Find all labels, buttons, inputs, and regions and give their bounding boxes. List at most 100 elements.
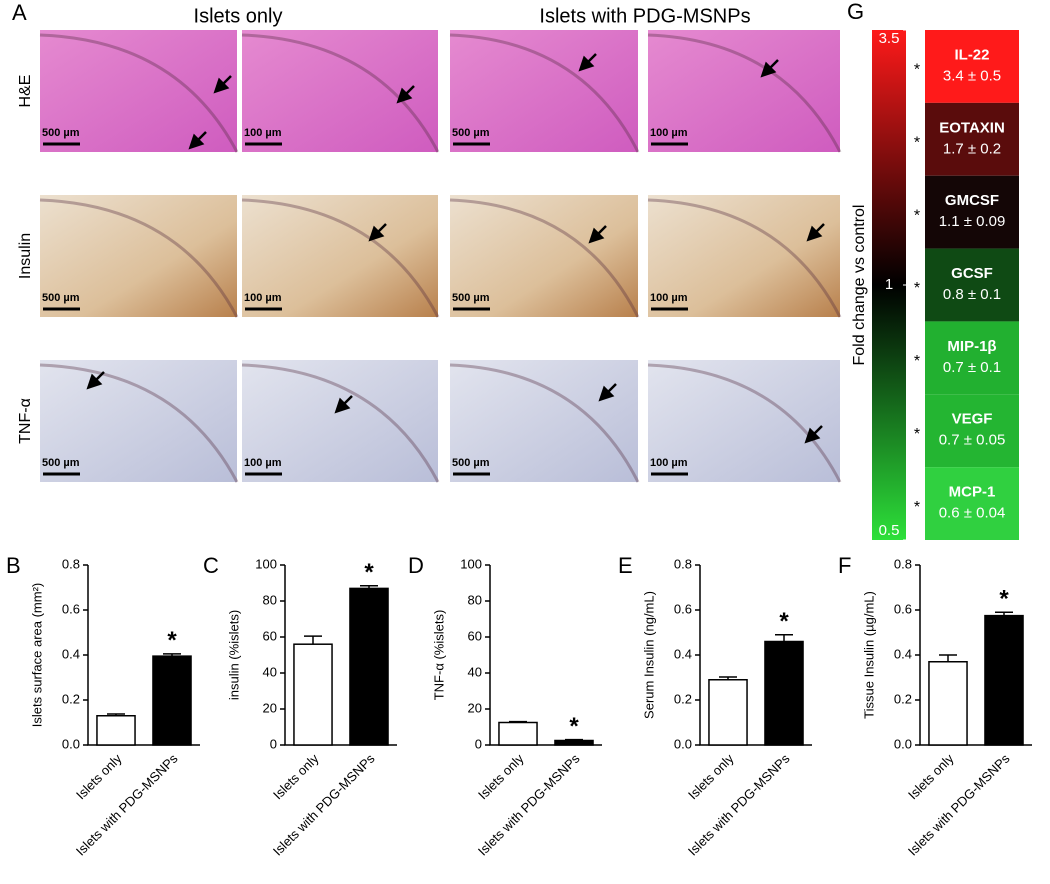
cell-value: 0.7 ± 0.1 <box>943 359 1001 376</box>
y-axis-label: Islets surface area (mm²) <box>29 583 44 727</box>
y-tick-label: 0.6 <box>674 601 692 616</box>
significance: * <box>779 608 789 635</box>
y-axis-label: Tissue Insulin (µg/mL) <box>861 591 876 719</box>
colorbar-tick-label: 3.5 <box>879 30 900 47</box>
y-axis-label: insulin (%islets) <box>226 610 241 700</box>
scale-bar-label: 100 µm <box>650 292 688 304</box>
y-tick-label: 0.2 <box>894 691 912 706</box>
scale-bar-label: 100 µm <box>650 457 688 469</box>
scale-bar-label: 500 µm <box>42 457 80 469</box>
cell-value: 0.7 ± 0.05 <box>939 432 1006 449</box>
axis-line <box>489 565 602 746</box>
tissue-edge <box>241 363 440 483</box>
scale-bar-label: 100 µm <box>244 127 282 139</box>
y-tick-label: 0.2 <box>674 691 692 706</box>
heatmap-cell <box>925 321 1019 395</box>
bar <box>293 643 333 746</box>
scale-bar-label: 500 µm <box>42 292 80 304</box>
micrograph <box>450 360 638 482</box>
significance: * <box>914 280 920 297</box>
y-tick-label: 0.6 <box>894 601 912 616</box>
colorbar-label: Fold change vs control <box>851 205 868 366</box>
micrograph <box>648 360 840 482</box>
significance: * <box>914 353 920 370</box>
arrow <box>368 223 387 242</box>
y-axis-label: Serum Insulin (ng/mL) <box>641 591 656 719</box>
tissue-edge <box>449 33 640 153</box>
y-tick-label: 100 <box>460 556 482 571</box>
scale-bar-label: 100 µm <box>650 127 688 139</box>
micrograph <box>242 360 438 482</box>
y-tick-label: 0.0 <box>894 736 912 751</box>
tissue-edge <box>647 363 842 483</box>
tissue-edge <box>241 33 440 153</box>
significance: * <box>167 627 177 654</box>
x-tick-label: Islets only <box>475 751 527 803</box>
arrow <box>396 85 415 104</box>
cell-value: 0.8 ± 0.1 <box>943 286 1001 303</box>
x-tick-label: Islets with PDG-MSNPs <box>685 751 793 859</box>
x-tick-label: Islets with PDG-MSNPs <box>475 751 583 859</box>
micrograph <box>242 195 438 317</box>
y-tick-label: 100 <box>255 556 277 571</box>
y-tick-label: 80 <box>263 592 277 607</box>
cell-value: 0.6 ± 0.04 <box>939 505 1006 522</box>
panel-label: F <box>838 553 851 578</box>
heatmap-cell <box>925 248 1019 322</box>
x-tick-label: Islets with PDG-MSNPs <box>905 751 1013 859</box>
scale-bar-label: 500 µm <box>42 127 80 139</box>
x-tick-label: Islets only <box>270 751 322 803</box>
y-tick-label: 0.4 <box>674 646 692 661</box>
y-tick-label: 0.0 <box>674 736 692 751</box>
arrow <box>598 383 617 402</box>
panel-label: G <box>847 0 864 24</box>
cell-name: MIP-1β <box>947 338 996 355</box>
panel-label: B <box>6 553 21 578</box>
arrow <box>588 225 607 244</box>
significance: * <box>914 135 920 152</box>
cell-name: IL-22 <box>954 46 989 63</box>
y-tick-label: 0.6 <box>62 601 80 616</box>
bar <box>498 721 538 746</box>
bar <box>708 679 748 746</box>
column-title: Islets only <box>194 5 283 27</box>
panel-label: C <box>203 553 219 578</box>
y-tick-label: 0 <box>475 736 482 751</box>
x-tick-label: Islets only <box>905 751 957 803</box>
y-tick-label: 0.0 <box>62 736 80 751</box>
scale-bar-label: 500 µm <box>452 127 490 139</box>
bar <box>764 640 804 746</box>
tissue-edge <box>449 198 640 318</box>
y-tick-label: 0.2 <box>62 691 80 706</box>
y-tick-label: 0.8 <box>674 556 692 571</box>
y-tick-label: 0.8 <box>894 556 912 571</box>
cell-value: 3.4 ± 0.5 <box>943 67 1001 84</box>
arrow <box>804 425 823 444</box>
y-tick-label: 20 <box>263 700 277 715</box>
cell-name: EOTAXIN <box>939 119 1005 136</box>
row-label: H&E <box>17 75 34 108</box>
x-tick-label: Islets with PDG-MSNPs <box>73 751 181 859</box>
row-label: Insulin <box>17 233 34 279</box>
bar <box>96 715 136 746</box>
heatmap-cell <box>925 102 1019 176</box>
y-tick-label: 0 <box>270 736 277 751</box>
y-tick-label: 40 <box>468 664 482 679</box>
tissue-edge <box>39 33 239 153</box>
bar <box>928 661 968 746</box>
significance: * <box>914 207 920 224</box>
bar <box>554 739 594 746</box>
cell-name: GMCSF <box>945 192 999 209</box>
y-tick-label: 60 <box>263 628 277 643</box>
y-tick-label: 40 <box>263 664 277 679</box>
micrograph <box>40 30 237 152</box>
heatmap-cell <box>925 30 1019 103</box>
colorbar-tick-label: 0.5 <box>879 522 900 539</box>
micrograph <box>648 30 840 152</box>
column-title: Islets with PDG-MSNPs <box>539 5 750 27</box>
heatmap-cell <box>925 394 1019 468</box>
significance: * <box>914 426 920 443</box>
y-tick-label: 20 <box>468 700 482 715</box>
micrograph <box>648 195 840 317</box>
